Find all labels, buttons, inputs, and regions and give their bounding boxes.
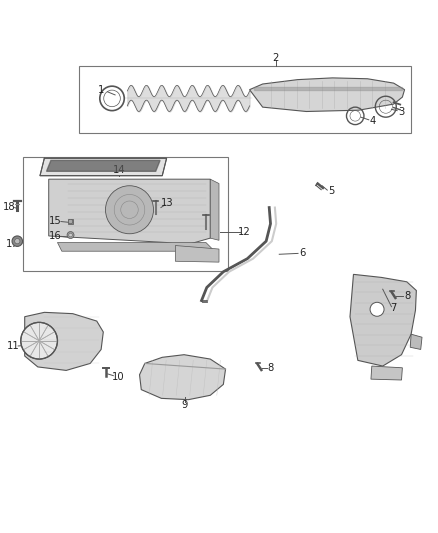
Circle shape bbox=[67, 231, 74, 239]
Text: 13: 13 bbox=[161, 198, 174, 208]
Text: 18: 18 bbox=[3, 202, 16, 212]
Text: 2: 2 bbox=[272, 53, 279, 63]
Text: 10: 10 bbox=[112, 372, 125, 382]
Text: 14: 14 bbox=[113, 165, 126, 175]
Polygon shape bbox=[49, 179, 210, 246]
Text: 12: 12 bbox=[237, 227, 250, 237]
Circle shape bbox=[68, 220, 73, 224]
Polygon shape bbox=[410, 334, 422, 350]
Text: 6: 6 bbox=[300, 248, 306, 259]
Text: 11: 11 bbox=[7, 341, 19, 351]
Circle shape bbox=[106, 185, 153, 234]
Polygon shape bbox=[250, 78, 405, 111]
Polygon shape bbox=[68, 220, 73, 224]
Polygon shape bbox=[175, 246, 219, 262]
Circle shape bbox=[12, 236, 22, 246]
Text: 1: 1 bbox=[98, 85, 104, 95]
Text: 9: 9 bbox=[182, 400, 188, 410]
Text: 8: 8 bbox=[267, 363, 274, 373]
Circle shape bbox=[21, 322, 57, 359]
Polygon shape bbox=[140, 354, 226, 400]
Bar bbox=[22, 157, 228, 271]
Text: 4: 4 bbox=[370, 116, 376, 126]
Circle shape bbox=[69, 233, 72, 237]
Text: 3: 3 bbox=[399, 107, 405, 117]
Circle shape bbox=[370, 302, 384, 316]
Polygon shape bbox=[254, 87, 403, 90]
Text: 7: 7 bbox=[390, 303, 397, 313]
Polygon shape bbox=[46, 160, 160, 171]
Circle shape bbox=[14, 239, 20, 244]
Polygon shape bbox=[57, 243, 215, 251]
Polygon shape bbox=[25, 312, 103, 370]
Polygon shape bbox=[350, 274, 417, 366]
Text: 8: 8 bbox=[404, 291, 411, 301]
Polygon shape bbox=[40, 158, 166, 176]
Text: 15: 15 bbox=[49, 216, 62, 226]
Polygon shape bbox=[371, 366, 403, 380]
Text: 17: 17 bbox=[6, 239, 18, 249]
Bar bbox=[79, 66, 411, 133]
Text: 5: 5 bbox=[328, 186, 335, 196]
Text: 16: 16 bbox=[49, 231, 62, 241]
Polygon shape bbox=[210, 179, 219, 240]
